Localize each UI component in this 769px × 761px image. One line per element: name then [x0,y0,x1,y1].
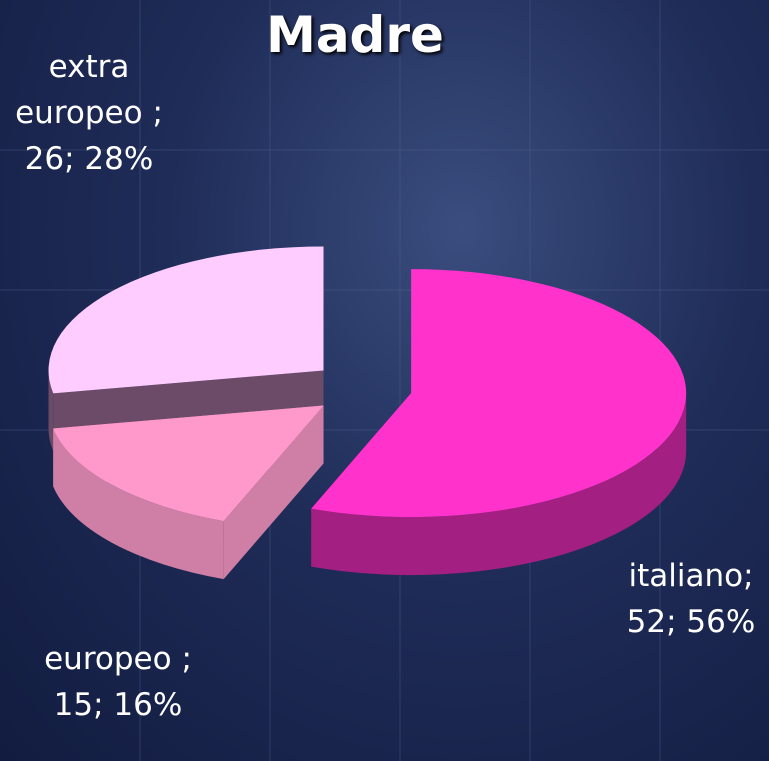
value: 26 [24,141,65,177]
slice [48,246,324,394]
category: europeo [44,641,172,677]
slice-wall [311,393,687,576]
slice [311,269,687,518]
category: extra europeo [15,49,143,131]
percent: 56% [686,604,756,640]
percent: 16% [113,687,183,723]
value: 52 [626,604,667,640]
category: italiano [628,558,744,594]
separator: ; [181,641,192,677]
percent: 28% [84,141,154,177]
slice-wall [48,370,54,452]
slice-label: extra europeo ; 26; 28% [6,44,172,182]
separator: ; [152,95,163,131]
separator: ; [666,604,677,640]
chart-title: Madre [266,6,444,64]
slice-label: italiano; 52; 56% [614,553,768,645]
separator: ; [64,141,75,177]
separator: ; [93,687,104,723]
slice-label: europeo ; 15; 16% [28,636,208,728]
value: 15 [53,687,94,723]
slice-wall [53,428,224,580]
slice [53,405,324,522]
separator: ; [743,558,754,594]
